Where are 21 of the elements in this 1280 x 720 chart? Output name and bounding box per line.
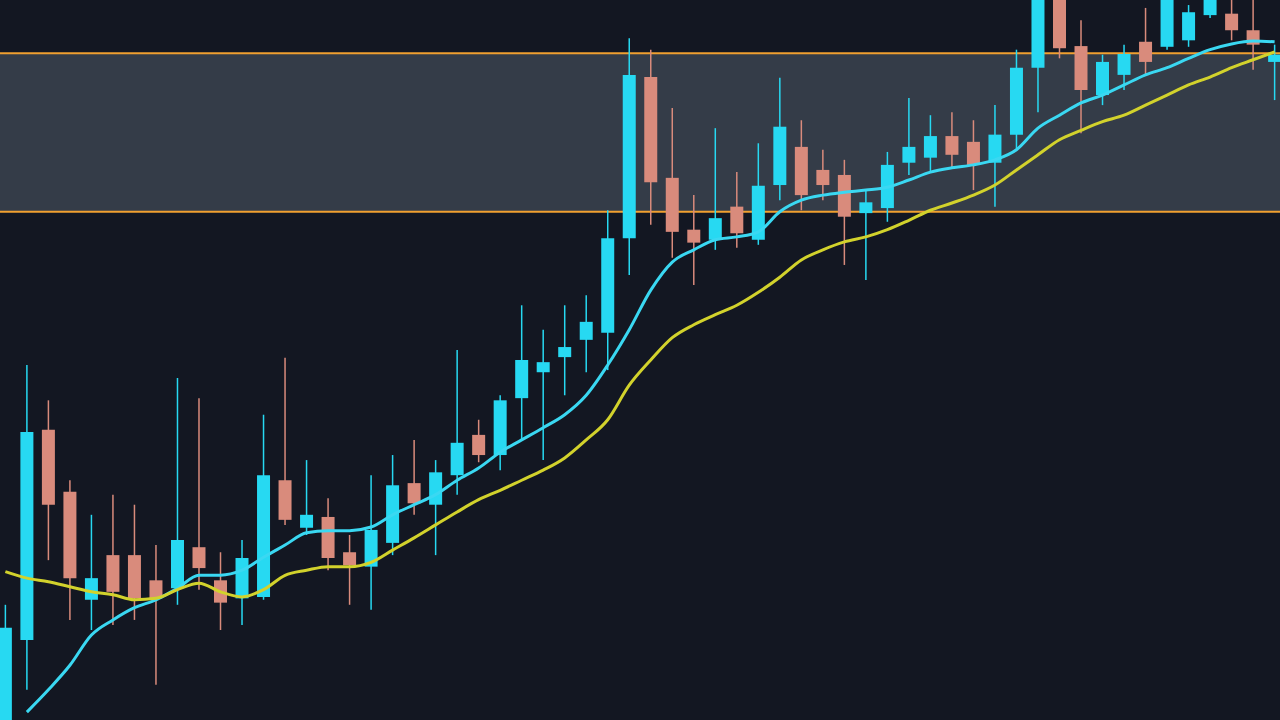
candlestick <box>343 534 357 606</box>
candlestick <box>966 119 980 191</box>
candlestick <box>816 149 830 201</box>
candlestick <box>902 97 916 176</box>
candlestick <box>149 544 163 686</box>
candlestick <box>1225 0 1239 42</box>
candlestick <box>1268 43 1280 101</box>
candlestick <box>536 329 550 461</box>
candlestick <box>192 397 206 591</box>
candlestick <box>859 189 873 281</box>
candlestick <box>579 294 593 373</box>
candlestick <box>558 304 572 397</box>
candlestick <box>687 194 701 286</box>
candlestick <box>1139 7 1153 76</box>
candlestick <box>1117 43 1131 91</box>
candlestick <box>945 111 959 169</box>
candlestick <box>472 419 486 463</box>
candlestick <box>708 127 722 251</box>
candlestick <box>407 439 421 516</box>
candlestick <box>300 459 314 536</box>
candlestick <box>923 114 937 173</box>
